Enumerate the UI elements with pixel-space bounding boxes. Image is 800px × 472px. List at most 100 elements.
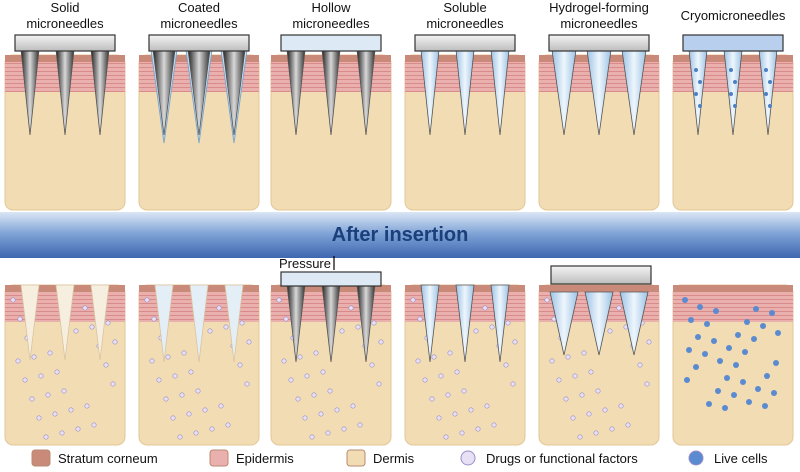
- drug-dot: [22, 377, 28, 383]
- drug-dot: [281, 358, 287, 364]
- cell: [698, 104, 702, 108]
- drug-dot: [447, 350, 453, 356]
- legend-swatch: [688, 450, 704, 466]
- needle-site: [549, 291, 579, 356]
- legend-swatch: [209, 449, 229, 467]
- panel-label: microneedles: [26, 16, 104, 31]
- needle-site: [224, 284, 244, 363]
- stratum-corneum: [539, 285, 659, 292]
- cell: [713, 308, 719, 314]
- cell: [722, 405, 728, 411]
- drug-dot: [112, 339, 118, 345]
- drug-dot: [10, 297, 16, 303]
- cell: [753, 306, 759, 312]
- panel-label: Solid: [51, 0, 80, 15]
- drug-dot: [445, 392, 451, 398]
- drug-dot: [313, 350, 319, 356]
- drug-dot: [417, 316, 423, 322]
- drug-dot: [202, 407, 208, 413]
- cell: [694, 68, 698, 72]
- drug-dot: [376, 381, 382, 387]
- base-plate: [548, 34, 650, 52]
- drug-dot: [223, 324, 229, 330]
- drug-dot: [304, 373, 310, 379]
- drug-dot: [609, 426, 615, 432]
- cell: [684, 377, 690, 383]
- drug-dot: [91, 422, 97, 428]
- legend-swatch: [31, 449, 51, 467]
- cell: [724, 375, 730, 381]
- drug-dot: [239, 320, 245, 326]
- drug-dot: [459, 430, 465, 436]
- drug-dot: [429, 396, 435, 402]
- drug-dot: [47, 350, 53, 356]
- legend-swatch: [460, 450, 476, 466]
- banner: [0, 212, 800, 258]
- drug-dot: [637, 362, 643, 368]
- legend-label: Stratum corneum: [58, 451, 158, 466]
- needle-site: [189, 284, 209, 363]
- drug-dot: [283, 316, 289, 322]
- drug-dot: [110, 381, 116, 387]
- drug-dot: [350, 403, 356, 409]
- cell: [731, 392, 737, 398]
- drug-dot: [644, 381, 650, 387]
- base-plate: [682, 34, 784, 52]
- drug-dot: [45, 392, 51, 398]
- drug-dot: [602, 407, 608, 413]
- drug-dot: [491, 422, 497, 428]
- drug-dot: [452, 411, 458, 417]
- cell: [733, 362, 739, 368]
- drug-dot: [588, 369, 594, 375]
- drug-dot: [570, 415, 576, 421]
- cell: [697, 304, 703, 310]
- drug-dot: [510, 381, 516, 387]
- drug-dot: [503, 362, 509, 368]
- drug-dot: [461, 388, 467, 394]
- pressure-label: Pressure: [279, 256, 331, 271]
- drug-dot: [484, 403, 490, 409]
- cell: [744, 319, 750, 325]
- cell: [688, 317, 694, 323]
- drug-dot: [82, 305, 88, 311]
- drug-dot: [17, 316, 23, 322]
- base-plate: [550, 265, 652, 285]
- legend-label: Dermis: [373, 451, 415, 466]
- needle-site: [619, 291, 649, 356]
- drug-dot: [357, 422, 363, 428]
- panel-label: Hollow: [311, 0, 351, 15]
- drug-dot: [68, 407, 74, 413]
- drug-dot: [410, 297, 416, 303]
- needle-site: [90, 284, 110, 361]
- cell: [733, 104, 737, 108]
- panel-label: Coated: [178, 0, 220, 15]
- drug-dot: [436, 415, 442, 421]
- epidermis: [673, 292, 793, 322]
- cell: [698, 80, 702, 84]
- cell: [742, 349, 748, 355]
- drug-dot: [473, 328, 479, 334]
- cell: [704, 321, 710, 327]
- drug-dot: [482, 305, 488, 311]
- legend-label: Drugs or functional factors: [486, 451, 638, 466]
- drug-dot: [43, 434, 49, 440]
- drug-dot: [369, 362, 375, 368]
- cell: [726, 345, 732, 351]
- drug-dot: [572, 373, 578, 379]
- drug-dot: [512, 339, 518, 345]
- drug-dot: [616, 305, 622, 311]
- cell: [764, 68, 768, 72]
- legend-swatch: [346, 449, 366, 467]
- drug-dot: [89, 324, 95, 330]
- cell: [717, 358, 723, 364]
- drug-dot: [276, 297, 282, 303]
- cell: [682, 297, 688, 303]
- cell: [740, 379, 746, 385]
- drug-dot: [415, 358, 421, 364]
- base-plate: [14, 34, 116, 52]
- drug-dot: [165, 354, 171, 360]
- drug-dot: [246, 339, 252, 345]
- needle-site: [490, 284, 510, 363]
- drug-dot: [218, 403, 224, 409]
- drug-dot: [181, 350, 187, 356]
